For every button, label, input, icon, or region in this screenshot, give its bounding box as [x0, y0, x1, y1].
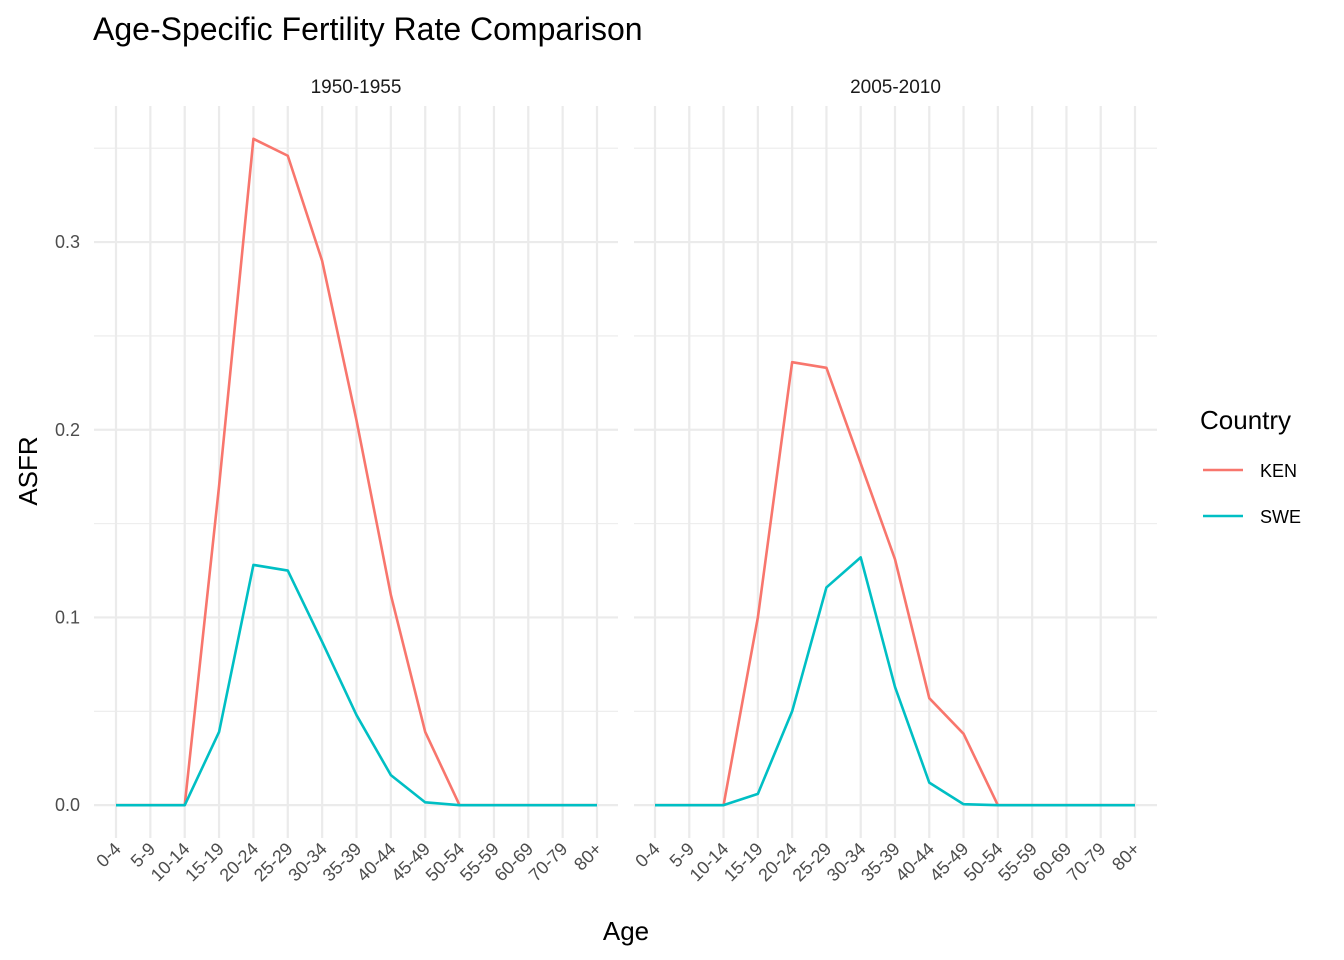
x-tick-label: 40-44	[891, 839, 938, 886]
y-tick-label: 0.3	[55, 232, 80, 252]
x-tick-label: 60-69	[1029, 839, 1076, 886]
x-tick-label: 80+	[1108, 839, 1144, 875]
x-tick-label: 55-59	[456, 839, 503, 886]
x-tick-label: 55-59	[994, 839, 1041, 886]
x-tick-label: 20-24	[754, 839, 801, 886]
x-tick-label: 10-14	[147, 839, 194, 886]
x-tick-label: 60-69	[490, 839, 537, 886]
y-tick-label: 0.0	[55, 795, 80, 815]
x-tick-label: 15-19	[720, 839, 767, 886]
x-tick-label: 50-54	[422, 839, 469, 886]
legend-label-swe: SWE	[1260, 507, 1301, 527]
x-tick-label: 45-49	[926, 839, 973, 886]
x-tick-label: 70-79	[1063, 839, 1110, 886]
x-tick-label: 20-24	[216, 839, 263, 886]
x-tick-label: 25-29	[789, 839, 836, 886]
y-tick-label: 0.2	[55, 420, 80, 440]
chart-title: Age-Specific Fertility Rate Comparison	[93, 11, 643, 47]
y-axis-title: ASFR	[13, 436, 43, 505]
legend-title: Country	[1200, 405, 1291, 435]
x-tick-label: 25-29	[250, 839, 297, 886]
x-tick-label: 35-39	[319, 839, 366, 886]
panel-label: 2005-2010	[850, 77, 941, 98]
x-tick-label: 35-39	[857, 839, 904, 886]
panel-label: 1950-1955	[311, 77, 402, 98]
legend-label-ken: KEN	[1260, 461, 1297, 481]
x-tick-label: 0-4	[631, 839, 664, 872]
x-tick-label: 10-14	[686, 839, 733, 886]
x-axis-title: Age	[603, 916, 649, 946]
series-line-swe	[655, 556, 1135, 807]
y-tick-label: 0.1	[55, 607, 80, 627]
x-tick-label: 45-49	[387, 839, 434, 886]
x-tick-label: 80+	[570, 839, 606, 875]
x-tick-label: 15-19	[181, 839, 228, 886]
x-tick-label: 70-79	[525, 839, 572, 886]
x-tick-label: 40-44	[353, 839, 400, 886]
legend: Country KEN SWE	[1200, 405, 1301, 527]
series-line-swe	[116, 563, 597, 807]
x-tick-label: 0-4	[92, 839, 125, 872]
x-tick-label: 30-34	[823, 839, 870, 886]
x-tick-label: 50-54	[960, 839, 1007, 886]
x-tick-label: 30-34	[284, 839, 331, 886]
